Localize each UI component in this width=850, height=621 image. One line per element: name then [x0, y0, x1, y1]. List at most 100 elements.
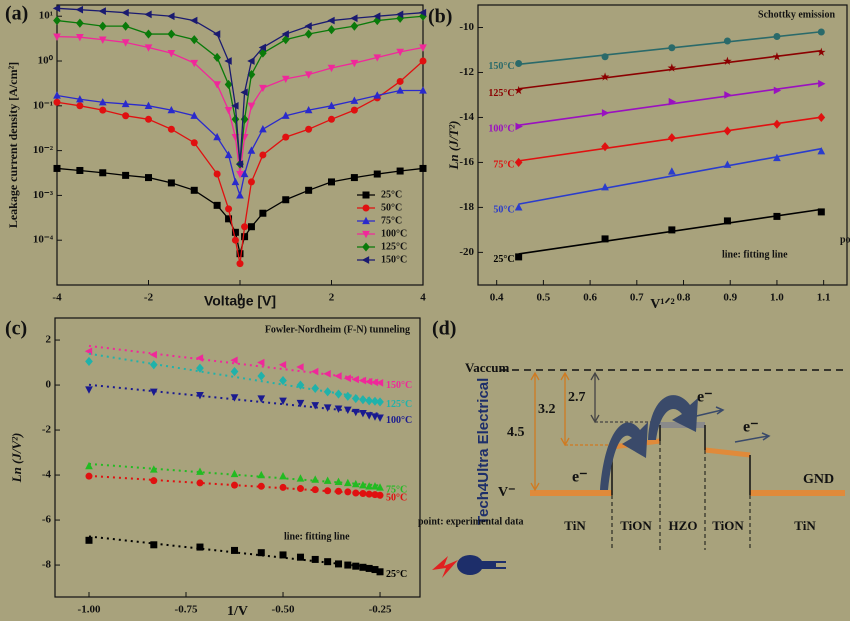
marker [311, 486, 319, 494]
marker [167, 12, 175, 21]
marker [212, 30, 221, 38]
marker [601, 53, 609, 61]
fit-line [88, 344, 381, 382]
marker [167, 29, 176, 39]
marker [224, 79, 233, 89]
marker [85, 472, 93, 480]
x-tick-label: 0.4 [490, 292, 504, 304]
series-label: 100°C [386, 415, 412, 426]
marker [149, 360, 158, 370]
marker [304, 22, 312, 31]
marker [370, 378, 379, 387]
x-tick-label: -1.00 [78, 604, 101, 616]
marker [231, 114, 240, 124]
legend-marker [362, 216, 370, 225]
marker [236, 170, 244, 179]
marker [296, 380, 305, 390]
marker [311, 475, 320, 483]
marker [328, 178, 335, 186]
marker [376, 491, 384, 499]
marker [236, 250, 244, 258]
marker [359, 480, 367, 489]
y-tick-label: -18 [459, 201, 474, 213]
legend-label: 50°C [381, 202, 402, 213]
series-label: 25°C [493, 254, 514, 265]
series-label: 150°C [488, 61, 514, 72]
marker [327, 25, 336, 35]
marker [98, 21, 107, 31]
electron-label: e⁻ [572, 469, 588, 486]
marker [196, 467, 204, 475]
marker [240, 88, 248, 97]
logo [432, 555, 506, 578]
y-tick-label: -8 [42, 559, 52, 571]
layer-label: TiON [620, 518, 652, 533]
marker [196, 479, 204, 487]
marker [53, 91, 61, 99]
marker [259, 84, 267, 93]
marker [279, 397, 287, 405]
y-tick-label: -4 [42, 469, 52, 481]
emission-arrow [648, 395, 698, 440]
marker [352, 489, 360, 497]
marker [818, 79, 826, 88]
marker [213, 170, 221, 178]
y-tick-label: 10¹ [39, 10, 53, 22]
y-tick-label: -14 [459, 111, 474, 123]
marker [371, 396, 379, 406]
marker [122, 171, 130, 179]
series-label: 125°C [488, 88, 514, 99]
marker [149, 350, 157, 359]
marker [213, 132, 221, 141]
marker [213, 81, 221, 89]
marker [231, 546, 239, 554]
x-tick-label: -0.75 [175, 604, 198, 616]
marker [190, 111, 199, 119]
barrier-label: 3.2 [538, 402, 556, 417]
marker [225, 215, 233, 223]
marker [335, 560, 343, 568]
electron-arrows [687, 406, 771, 443]
marker [396, 77, 404, 85]
marker [235, 160, 244, 168]
marker [327, 16, 335, 25]
y-tick-label: 10⁻² [33, 144, 54, 156]
y-tick-label: -16 [459, 156, 474, 168]
marker [296, 485, 304, 493]
legend-label: 150°C [381, 254, 407, 265]
x-tick-label: -0.25 [369, 604, 392, 616]
marker [396, 48, 404, 57]
series-label: 100°C [488, 124, 514, 135]
marker [76, 102, 84, 110]
marker [723, 37, 731, 45]
marker [351, 408, 360, 417]
terminal-label: V⁻ [498, 485, 516, 500]
marker [514, 85, 523, 95]
marker [323, 404, 332, 412]
marker [323, 369, 331, 378]
marker [278, 360, 287, 369]
marker [419, 164, 427, 172]
marker [371, 566, 379, 574]
marker [352, 562, 360, 570]
marker [231, 236, 239, 244]
x-tick-label: -2 [144, 292, 154, 304]
marker [514, 157, 523, 167]
emission-arrow [600, 422, 648, 490]
y-tick-label: 10⁻⁴ [33, 234, 54, 246]
marker [230, 394, 239, 402]
marker [350, 174, 358, 182]
y-tick-label: 10⁻¹ [33, 99, 53, 111]
band-tion-right [704, 447, 751, 458]
marker [144, 44, 153, 52]
marker [364, 377, 373, 386]
barrier-arrows [530, 371, 612, 492]
marker [279, 551, 287, 559]
marker [371, 482, 379, 490]
marker [296, 363, 304, 371]
marker [190, 186, 198, 194]
marker [311, 383, 320, 393]
barrier-label: 2.7 [568, 390, 586, 405]
marker [724, 91, 732, 99]
marker [257, 482, 265, 490]
